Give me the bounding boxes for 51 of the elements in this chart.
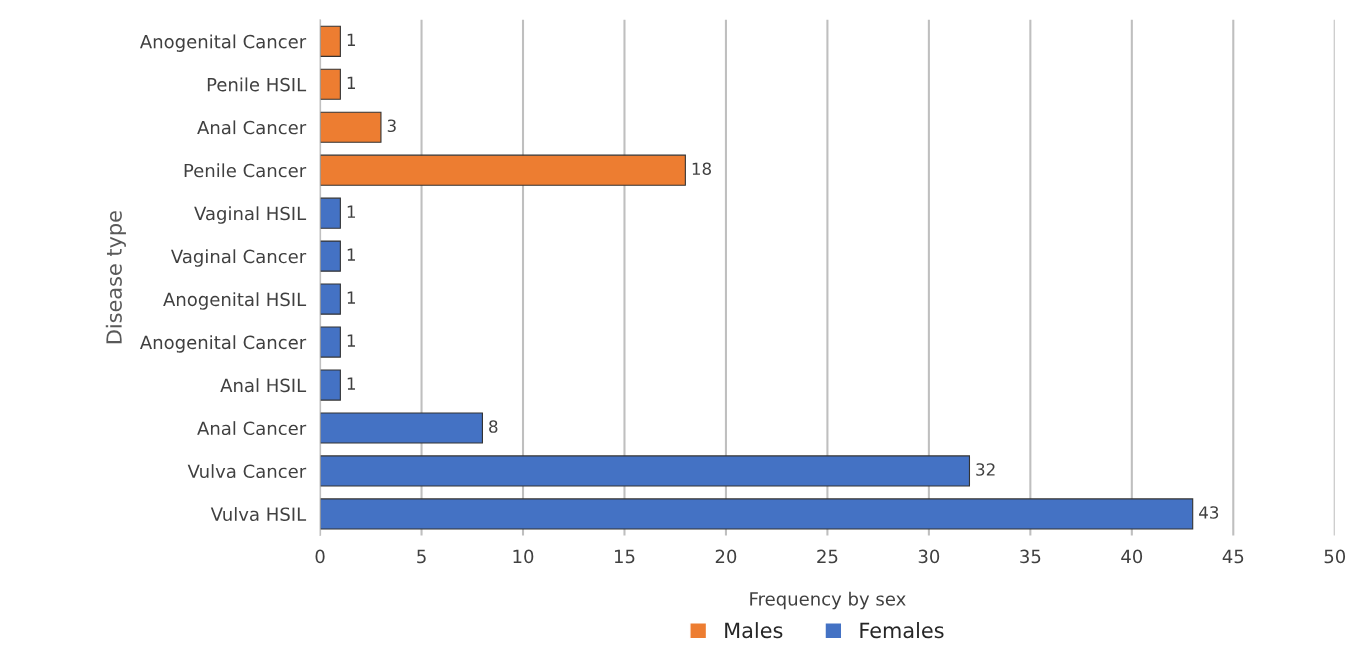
y-tick-label: Anal Cancer — [197, 120, 307, 135]
bar — [320, 154, 686, 186]
y-tick-label: Penile Cancer — [184, 163, 307, 178]
data-label: 18 — [692, 162, 711, 176]
data-label: 1 — [347, 377, 355, 390]
bar — [320, 283, 341, 315]
data-label: 1 — [347, 291, 355, 304]
y-tick-label: Anogenital Cancer — [139, 335, 307, 353]
data-label: 3 — [387, 119, 396, 133]
data-label: 1 — [347, 248, 355, 261]
legend-label: Females — [860, 622, 944, 639]
bar — [320, 197, 341, 229]
x-tick-label: 20 — [715, 549, 737, 564]
y-tick-label: Anogenital Cancer — [139, 34, 307, 52]
y-tick-label: Anal Cancer — [197, 421, 307, 436]
x-axis-title: Frequency by sex — [750, 591, 906, 610]
bar — [320, 68, 341, 100]
bar — [320, 369, 341, 401]
bar — [320, 412, 483, 444]
bar — [320, 326, 341, 358]
y-tick-label: Vaginal Cancer — [170, 249, 307, 267]
data-label: 1 — [347, 33, 355, 46]
y-tick-label: Penile HSIL — [207, 77, 307, 92]
legend-label: Males — [725, 622, 783, 639]
x-tick-label: 45 — [1222, 549, 1244, 564]
bar — [320, 25, 341, 57]
x-tick-label: 50 — [1324, 549, 1346, 564]
x-tick-label: 5 — [417, 549, 426, 564]
data-label: 8 — [489, 420, 498, 433]
data-label: 43 — [1199, 506, 1219, 519]
x-tick-label: 0 — [315, 549, 325, 564]
data-label: 1 — [347, 334, 355, 347]
y-tick-label: Anal HSIL — [220, 378, 307, 393]
data-label: 1 — [347, 76, 355, 89]
bar — [320, 240, 341, 272]
x-tick-label: 15 — [614, 549, 635, 564]
y-axis-title: Disease type — [105, 211, 126, 344]
data-label: 32 — [976, 463, 995, 476]
bar — [320, 455, 971, 487]
y-tick-label: Vulva Cancer — [187, 464, 307, 479]
x-tick-label: 25 — [817, 549, 838, 564]
bar — [320, 498, 1194, 530]
x-tick-label: 35 — [1020, 549, 1041, 564]
x-tick-label: 30 — [918, 549, 940, 564]
x-tick-label: 10 — [513, 549, 534, 564]
bar — [320, 111, 382, 143]
y-tick-label: Vaginal HSIL — [194, 206, 307, 224]
y-tick-label: Vulva HSIL — [210, 507, 307, 522]
x-tick-label: 40 — [1121, 549, 1143, 564]
data-label: 1 — [347, 205, 355, 218]
y-tick-label: Anogenital HSIL — [163, 292, 307, 310]
